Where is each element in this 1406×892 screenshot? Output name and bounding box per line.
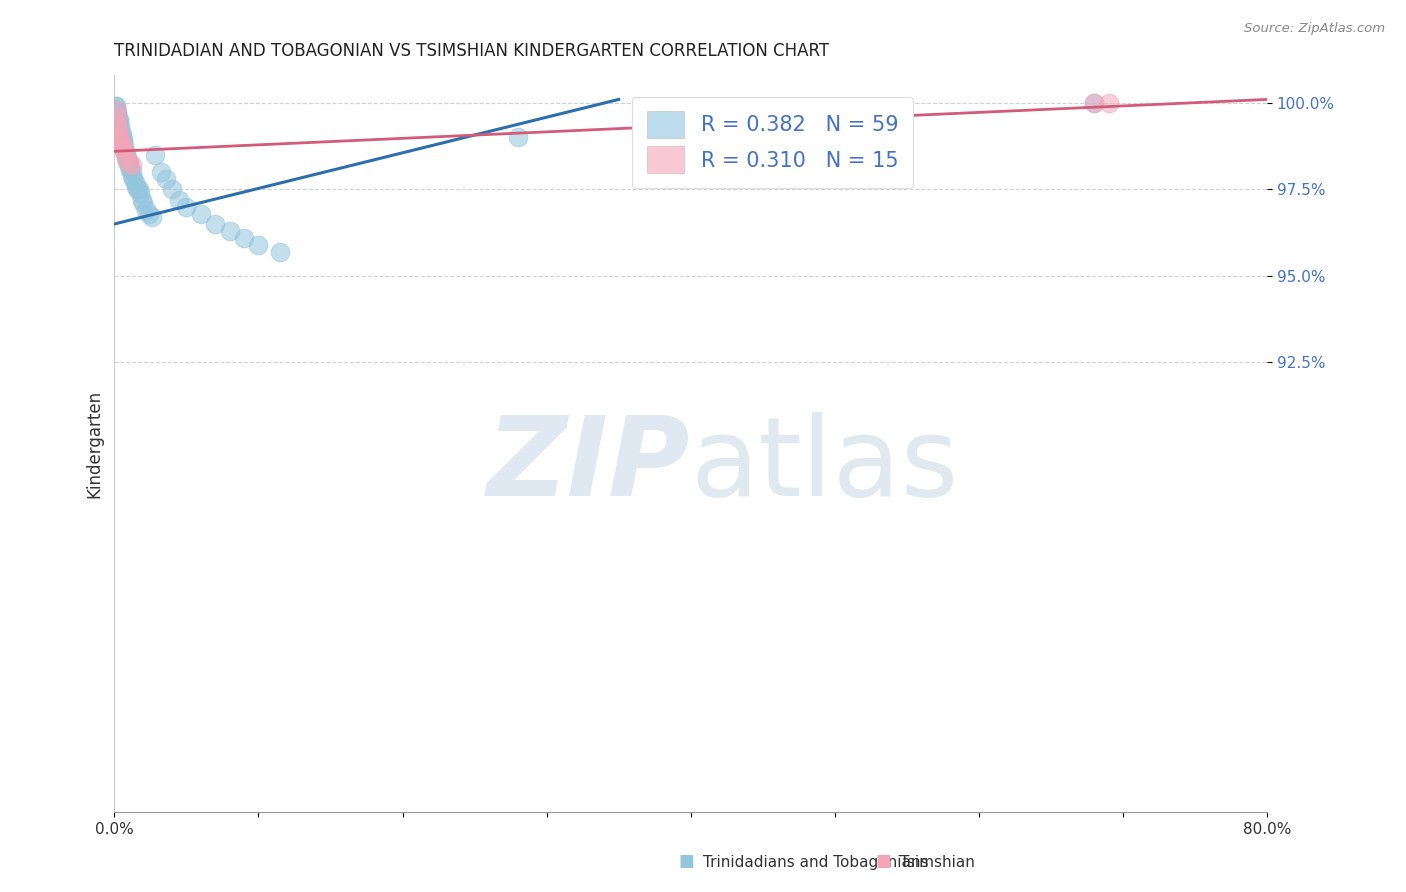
Point (107, 113, 129, 128)
Point (112, 137, 135, 152)
Point (131, 193, 153, 207)
Text: Trinidadians and Tobagonians: Trinidadians and Tobagonians (703, 855, 928, 870)
Point (218, 224, 240, 238)
Point (506, 130, 529, 145)
Point (120, 161, 142, 176)
Point (107, 127, 129, 141)
Point (114, 145, 136, 159)
Point (114, 145, 136, 159)
Point (1097, 95, 1119, 110)
Point (138, 206, 160, 220)
Point (155, 172, 177, 186)
Point (115, 148, 138, 162)
Point (104, 103, 127, 117)
Point (160, 182, 183, 196)
Point (105, 106, 128, 120)
Point (190, 206, 212, 220)
Point (112, 134, 135, 148)
Point (247, 237, 270, 252)
Point (110, 130, 132, 145)
Point (269, 244, 291, 259)
Text: ZIP: ZIP (488, 412, 690, 519)
Point (121, 158, 143, 172)
Point (105, 110, 128, 124)
Point (129, 186, 152, 200)
Point (105, 117, 128, 131)
Point (121, 165, 143, 179)
Point (127, 182, 149, 196)
Point (121, 169, 143, 183)
Point (122, 172, 145, 186)
Point (143, 148, 166, 162)
Text: TRINIDADIAN AND TOBAGONIAN VS TSIMSHIAN KINDERGARTEN CORRELATION CHART: TRINIDADIAN AND TOBAGONIAN VS TSIMSHIAN … (114, 42, 830, 60)
Point (233, 231, 256, 245)
Point (125, 178, 148, 193)
Point (108, 120, 131, 134)
Text: Tsimshian: Tsimshian (900, 855, 974, 870)
Point (107, 120, 129, 134)
Point (112, 141, 135, 155)
Point (104, 103, 127, 117)
Text: ■: ■ (678, 852, 695, 870)
Point (1083, 95, 1105, 110)
Point (110, 130, 132, 145)
Point (118, 158, 141, 172)
Point (104, 110, 127, 124)
Point (107, 130, 129, 145)
Point (104, 99, 127, 113)
Point (107, 117, 129, 131)
Point (149, 165, 172, 179)
Text: ■: ■ (875, 852, 891, 870)
Point (104, 103, 127, 117)
Point (132, 196, 155, 211)
Point (176, 200, 198, 214)
Point (118, 154, 141, 169)
Text: Source: ZipAtlas.com: Source: ZipAtlas.com (1244, 22, 1385, 36)
Point (115, 151, 138, 165)
Point (108, 134, 131, 148)
Y-axis label: Kindergarten: Kindergarten (86, 390, 103, 498)
Text: atlas: atlas (690, 412, 959, 519)
Point (114, 141, 136, 155)
Point (1083, 95, 1105, 110)
Legend: R = 0.382   N = 59, R = 0.310   N = 15: R = 0.382 N = 59, R = 0.310 N = 15 (631, 96, 912, 187)
Point (204, 217, 226, 231)
Point (114, 141, 136, 155)
Point (167, 193, 190, 207)
Point (104, 106, 127, 120)
Point (135, 203, 157, 218)
Point (112, 134, 135, 148)
Point (124, 176, 146, 190)
Point (110, 127, 132, 141)
Point (107, 113, 129, 128)
Point (110, 137, 132, 152)
Point (105, 120, 128, 134)
Point (118, 154, 141, 169)
Point (141, 210, 163, 224)
Point (117, 151, 139, 165)
Point (128, 182, 150, 196)
Point (105, 110, 128, 124)
Point (120, 161, 142, 176)
Point (108, 123, 131, 137)
Point (115, 148, 138, 162)
Point (104, 99, 127, 113)
Point (117, 154, 139, 169)
Point (105, 106, 128, 120)
